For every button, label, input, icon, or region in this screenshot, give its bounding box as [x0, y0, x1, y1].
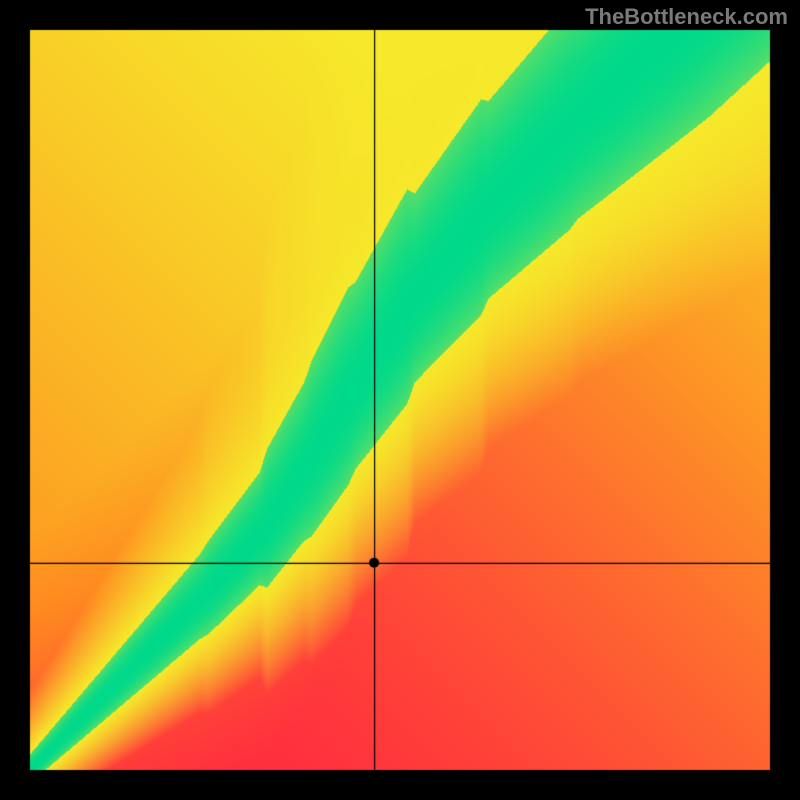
chart-container: TheBottleneck.com: [0, 0, 800, 800]
heatmap-canvas: [0, 0, 800, 800]
watermark-text: TheBottleneck.com: [585, 4, 788, 30]
